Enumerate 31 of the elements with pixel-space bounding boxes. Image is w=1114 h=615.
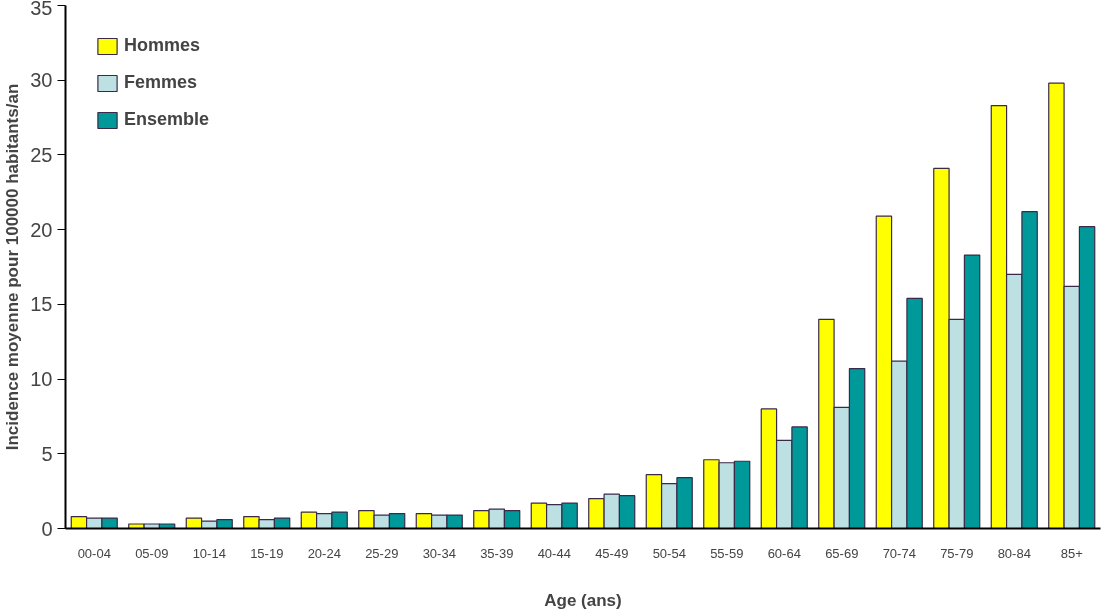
x-tick-label: 35-39 bbox=[480, 545, 514, 561]
x-tick-label: 20-24 bbox=[307, 545, 341, 561]
x-tick-label: 65-69 bbox=[825, 545, 859, 561]
legend-label: Ensemble bbox=[124, 109, 210, 130]
x-tick-label: 05-09 bbox=[135, 545, 169, 561]
y-axis-title: Incidence moyenne pour 100000 habitants/an bbox=[3, 83, 23, 451]
y-tick-label: 30 bbox=[30, 69, 53, 92]
y-tick-label: 10 bbox=[30, 368, 53, 391]
x-axis-title: Age (ans) bbox=[544, 590, 622, 610]
x-tick-label: 55-59 bbox=[710, 545, 744, 561]
x-tick-label: 50-54 bbox=[652, 545, 686, 561]
x-tick-label: 80-84 bbox=[997, 545, 1031, 561]
x-tick-label: 30-34 bbox=[422, 545, 456, 561]
y-tick-label: 35 bbox=[30, 0, 53, 19]
y-tick-label: 20 bbox=[30, 218, 53, 241]
x-tick-label: 45-49 bbox=[595, 545, 629, 561]
x-tick-label: 75-79 bbox=[940, 545, 974, 561]
x-tick-label: 60-64 bbox=[767, 545, 801, 561]
x-tick-label: 00-04 bbox=[77, 545, 111, 561]
legend-label: Femmes bbox=[124, 72, 198, 93]
y-tick-label: 15 bbox=[30, 293, 53, 316]
x-tick-label: 40-44 bbox=[537, 545, 571, 561]
legend-label: Hommes bbox=[124, 35, 201, 56]
x-tick-label: 85+ bbox=[1060, 545, 1083, 561]
x-tick-label: 25-29 bbox=[365, 545, 399, 561]
y-tick-label: 25 bbox=[30, 143, 53, 166]
y-tick-label: 5 bbox=[41, 442, 53, 465]
y-tick-label: 0 bbox=[41, 517, 53, 540]
x-tick-label: 10-14 bbox=[192, 545, 226, 561]
x-tick-label: 70-74 bbox=[882, 545, 916, 561]
x-tick-label: 15-19 bbox=[250, 545, 284, 561]
